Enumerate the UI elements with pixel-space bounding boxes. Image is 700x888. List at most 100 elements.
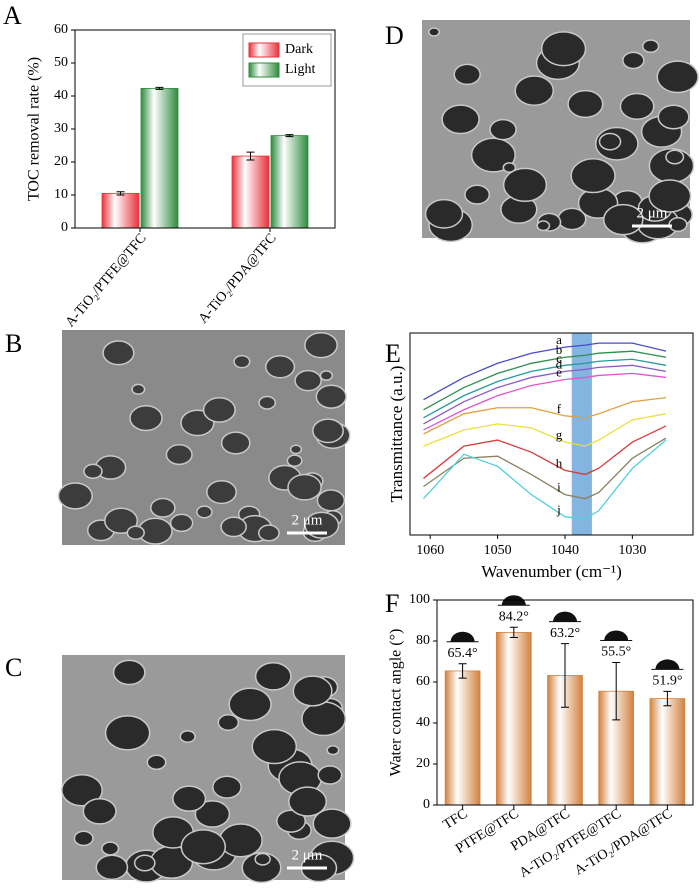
y-tick-label: 0 [423,797,430,812]
sem-pore [567,89,604,119]
sem-pore [112,659,146,686]
series-label: d [556,356,563,371]
x-tick-label: A-TiO₂/PDA@TFC [196,231,280,327]
bar [444,670,481,806]
highlight-band [571,333,592,535]
sem-pore [428,27,440,37]
sem-pore [489,118,517,141]
bar [140,88,179,229]
sem-pore [194,800,231,828]
sem-pore [218,823,263,858]
sem-pore [251,728,298,765]
sem-pore [304,332,338,359]
x-tick-label: A-TiO₂/PTFE@TFC [63,231,150,330]
y-tick-label: 100 [409,592,430,607]
sem-pore [536,220,551,232]
sem-pore [233,354,251,369]
error-bar [246,151,255,161]
sem-pore [196,505,213,519]
y-tick-label: 20 [54,154,68,169]
droplet [553,611,577,622]
sem-pore [179,730,196,743]
sem-pore [258,395,277,410]
x-tick-label: 1060 [416,543,444,558]
sem-pore [502,167,548,203]
sem-pore [319,370,334,381]
sem-pore [514,75,555,106]
y-tick-label: 60 [54,22,68,37]
error-bar [458,663,467,679]
bar [101,192,140,229]
legend-swatch [248,42,280,58]
sem-pore [642,39,660,54]
sem-pore [212,775,242,799]
y-tick-label: 80 [416,633,430,648]
sem-pore [288,786,328,817]
sem-pore [254,662,292,691]
spectrum-line [423,342,667,401]
sem-pore [165,443,193,466]
sem-pore [317,765,343,785]
sem-pore [265,355,296,379]
bar [270,135,309,229]
sem-pore [570,158,616,194]
y-tick-label: 50 [54,55,68,70]
droplet [655,659,680,670]
series-label: h [556,455,563,470]
error-bar [612,662,621,721]
x-tick-label: 1040 [551,543,579,558]
y-tick-label: 40 [54,88,68,103]
sem-pore [217,714,240,731]
spectrum-line [423,358,667,419]
error-bar [509,626,518,639]
sem-pore [312,808,352,839]
bar [231,155,270,229]
sem-pore [73,830,94,847]
x-tick-label: A-TiO₂/PDA@TFC [572,806,675,878]
panel-letter: B [5,329,22,358]
legend-label: Dark [285,42,313,57]
legend-label: Light [285,62,315,77]
legend-swatch [248,62,280,78]
sem-pore [424,198,464,229]
sem-pore [470,137,516,173]
droplet [450,631,475,642]
x-tick-label: TFC [441,806,471,832]
y-axis-label: Transmittance (a.u.) [387,366,406,503]
sem-pore [228,687,272,722]
bar [495,631,532,806]
error-bar [561,643,569,708]
spectrum-line [423,350,667,411]
sem-pore [665,149,685,165]
value-label: 63.2° [550,626,580,641]
spectrum-line [423,364,667,425]
sem-pore [206,480,237,505]
sem-pore [316,489,346,512]
error-bar [285,134,294,138]
scale-bar-label: 2 μm [292,512,323,528]
sem-pore [101,841,120,856]
spectrum-line [423,425,667,479]
sem-pore [104,715,151,751]
spectrum-line [423,396,667,435]
series-label: b [556,342,563,357]
error-bar [155,86,164,90]
y-tick-label: 40 [416,715,430,730]
sem-pore [441,104,480,135]
sem-pore [83,463,103,480]
sem-pore [289,444,303,455]
sem-pore [220,516,247,538]
y-axis-label: TOC removal rate (%) [26,57,43,201]
droplet [604,630,629,641]
spectrum-line [423,372,667,431]
series-label: g [556,427,563,442]
y-tick-label: 20 [416,756,430,771]
value-label: 84.2° [499,609,529,624]
value-label: 51.9° [652,674,682,689]
sem-pore [220,431,251,455]
panel-letter: D [385,21,404,50]
sem-pore [326,745,340,756]
sem-pore [146,754,167,771]
